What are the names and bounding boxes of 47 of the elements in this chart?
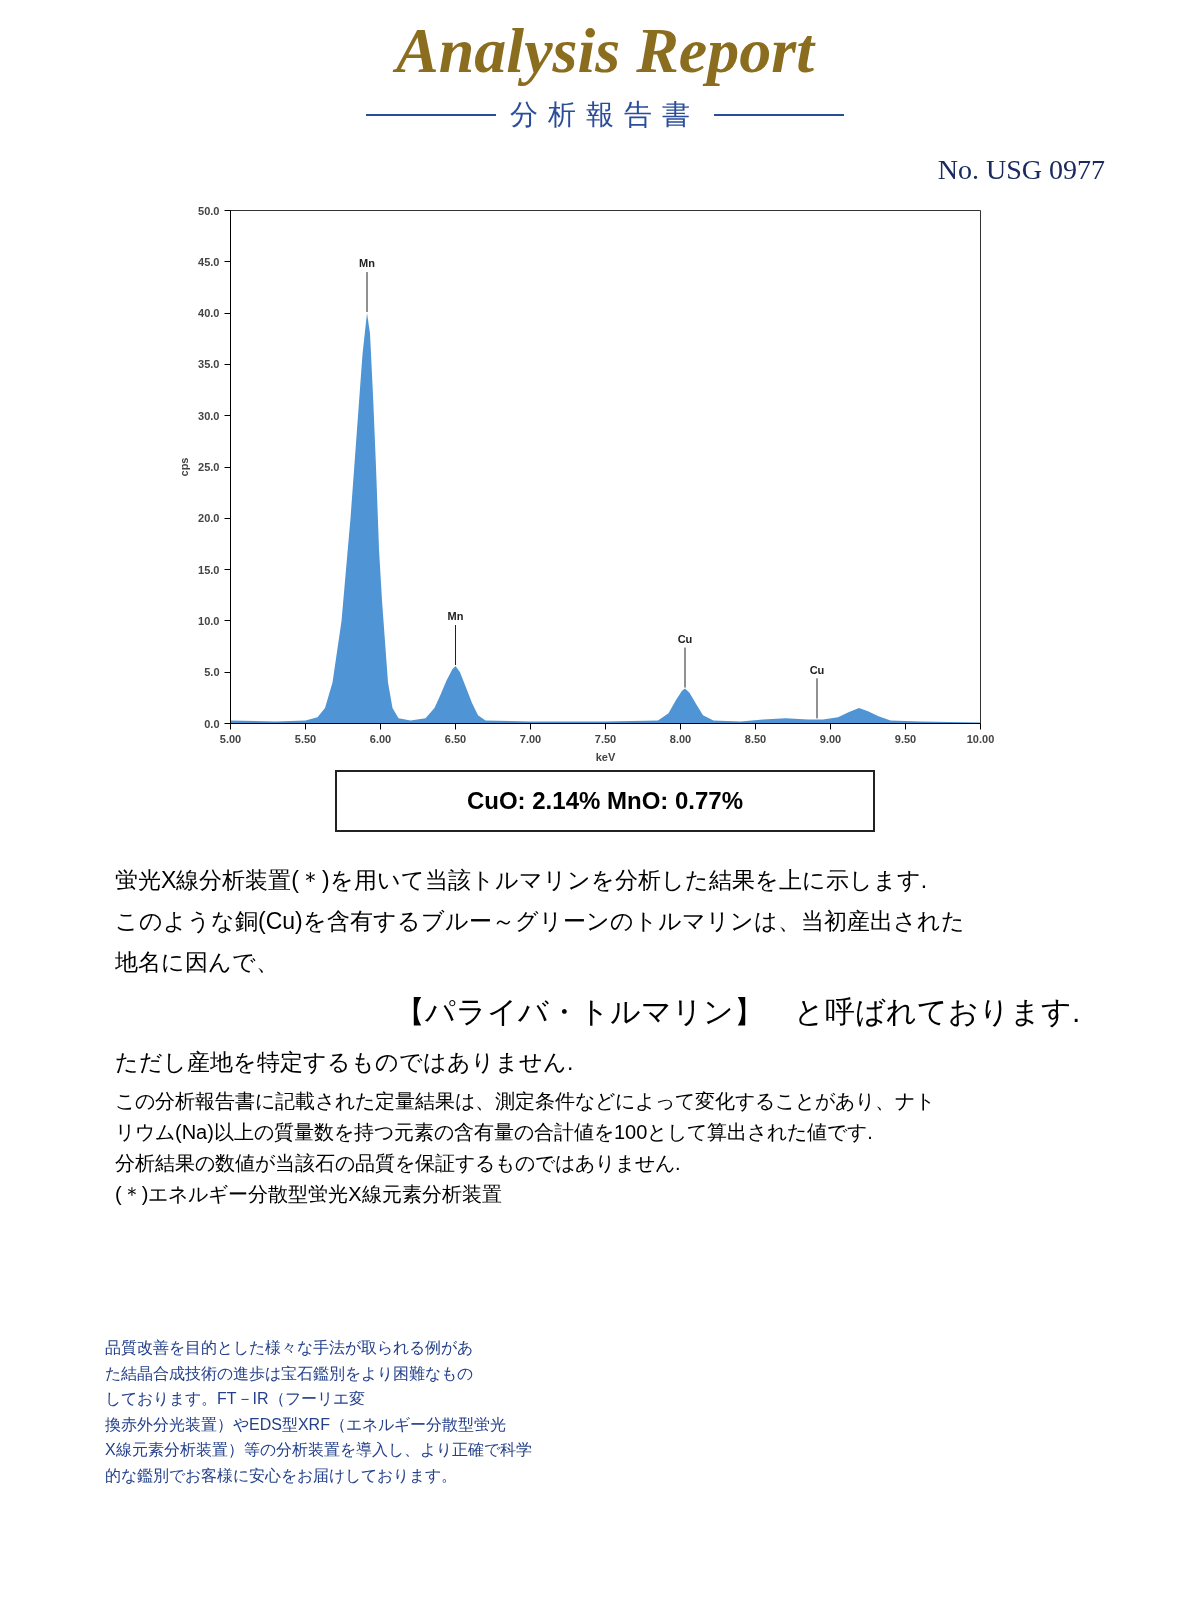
text: CuO: 2.14% MnO: 0.77% [335,770,875,833]
x-tick-label: 6.50 [444,732,467,745]
x-tick-label: 9.50 [894,732,917,745]
y-tick-label: 50.0 [198,204,220,217]
y-tick-label: 45.0 [198,255,220,268]
text: 地名に因んで、 [115,948,280,978]
annotation: Mn [359,257,376,270]
y-tick-label: 30.0 [198,409,220,422]
text: リウム(Na)以上の質量数を持つ元素の含有量の合計値を100として算出された値です. [115,1119,874,1145]
text: 分析結果の数値が当該石の品質を保証するものではありません. [115,1150,682,1176]
x-tick-label: 8.50 [744,732,767,745]
text: 蛍光X線分析装置(＊)を用いて当該トルマリンを分析した結果を上に示します. [115,866,929,895]
y-axis-title: cps [178,457,191,477]
annotation: Cu [677,633,693,646]
annotation: Cu [809,663,825,676]
text: (＊)エネルギー分散型蛍光X線元素分析装置 [115,1181,503,1207]
text: No. USG 0977 [936,153,1105,187]
y-tick-label: 25.0 [198,461,220,473]
x-tick-label: 7.00 [519,732,542,745]
x-tick-label: 8.00 [669,732,692,745]
x-tick-label: 10.00 [966,732,995,745]
text: このような銅(Cu)を含有するブルー～グリーンのトルマリンは、当初産出された [115,907,966,937]
x-axis-title: keV [595,750,616,763]
x-tick-label: 9.00 [819,732,842,745]
x-tick-label: 5.50 [294,732,317,745]
x-tick-label: 6.00 [369,732,392,745]
text: た結晶合成技術の進歩は宝石鑑別をより困難なもの [105,1363,474,1384]
text: 的な鑑別でお客様に安心をお届けしております。 [105,1465,458,1486]
text: この分析報告書に記載された定量結果は、測定条件などによって変化することがあり、ナト [115,1088,936,1114]
text: 品質改善を目的とした様々な手法が取られる例があ [105,1338,474,1358]
text: 【パライバ・トルマリン】 と呼ばれております. [395,994,1082,1031]
chart-subtitle: 分析報告書 [510,98,700,132]
text: X線元素分析装置）等の分析装置を導入し、より正確で科学 [105,1440,533,1461]
y-tick-label: 0.0 [204,717,220,730]
y-tick-label: 15.0 [198,563,220,576]
chart-title: Analysis Report [391,14,817,88]
y-tick-label: 35.0 [198,358,220,371]
y-tick-label: 40.0 [198,307,220,320]
text: 換赤外分光装置）やEDS型XRF（エネルギー分散型蛍光 [105,1414,507,1435]
text: ただし産地を特定するものではありません. [115,1047,575,1077]
text: しております。FT－IR（フーリエ変 [105,1389,366,1410]
x-tick-label: 7.50 [594,732,617,745]
x-tick-label: 5.00 [219,732,242,745]
annotation: Mn [447,610,464,623]
y-tick-label: 20.0 [198,512,220,525]
y-tick-label: 10.0 [198,614,220,627]
y-tick-label: 5.0 [204,666,220,679]
